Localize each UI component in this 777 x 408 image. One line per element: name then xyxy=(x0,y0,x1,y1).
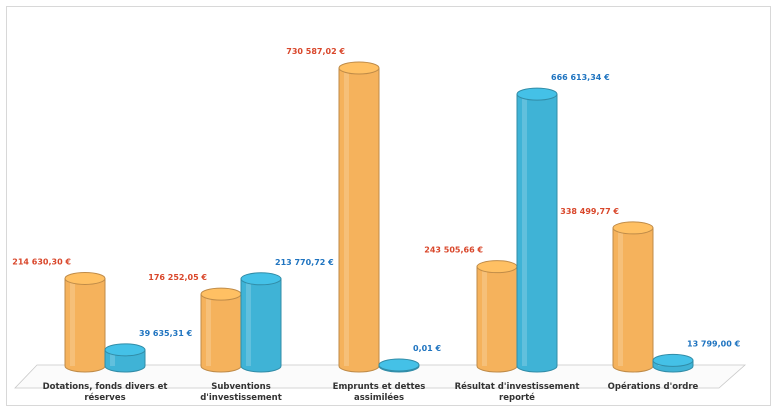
category-label-line: Opérations d'ordre xyxy=(608,381,699,392)
cylinder-highlight xyxy=(482,268,487,366)
cylinder-top xyxy=(104,343,146,357)
data-label: 338 499,77 € xyxy=(560,207,619,216)
data-label: 176 252,05 € xyxy=(148,273,207,282)
cylinder-highlight xyxy=(206,296,211,366)
category-label-line: Dotations, fonds divers et xyxy=(43,382,168,392)
cylinder-top xyxy=(240,272,282,286)
data-label: 213 770,72 € xyxy=(275,258,334,267)
cylinder-top xyxy=(200,287,242,301)
category-label-line: Subventions xyxy=(211,382,271,392)
category-label: Subventions d'investissement xyxy=(200,382,282,403)
cylinder-highlight xyxy=(522,96,527,366)
cylinder-highlight xyxy=(110,351,115,366)
category-label: Dotations, fonds divers et réserves xyxy=(43,382,168,403)
data-label: 214 630,30 € xyxy=(12,257,71,266)
cylinder-top xyxy=(652,353,694,367)
data-label: 0,01 € xyxy=(413,344,442,353)
cylinder-top xyxy=(338,61,380,75)
data-label: 39 635,31 € xyxy=(139,329,193,338)
category-label-line: Résultat d'investissement xyxy=(455,381,580,392)
cylinder-highlight xyxy=(70,280,75,366)
category-label-line: d'investissement xyxy=(200,393,282,403)
cylinder-body xyxy=(516,93,558,373)
cylinder-top xyxy=(612,221,654,235)
category-label-line: Emprunts et dettes xyxy=(333,382,426,392)
cylinder-highlight xyxy=(618,229,623,366)
cylinder-bar-chart: 214 630,30 € 176 252,05 € 730 587,02 € 243 … xyxy=(12,47,747,403)
data-label: 13 799,00 € xyxy=(687,339,741,348)
category-label: Opérations d'ordre xyxy=(608,381,699,392)
cylinder-top xyxy=(476,260,518,274)
category-label-line: assimilées xyxy=(354,392,404,403)
cylinder-top xyxy=(378,358,420,372)
category-label-line: reporté xyxy=(499,392,535,403)
category-label: Emprunts et dettes assimilées xyxy=(333,382,426,403)
cylinder-body xyxy=(240,278,282,373)
data-label: 730 587,02 € xyxy=(286,47,345,56)
category-label: Résultat d'investissement reporté xyxy=(455,381,580,403)
category-label-line: réserves xyxy=(84,392,125,403)
cylinder-top xyxy=(516,87,558,101)
data-label: 666 613,34 € xyxy=(551,73,610,82)
cylinder-highlight xyxy=(344,70,349,366)
cylinder-top xyxy=(64,271,106,285)
chart-frame: 214 630,30 € 176 252,05 € 730 587,02 € 243 … xyxy=(6,6,771,406)
cylinder-highlight xyxy=(246,280,251,366)
data-label: 243 505,66 € xyxy=(424,246,483,255)
